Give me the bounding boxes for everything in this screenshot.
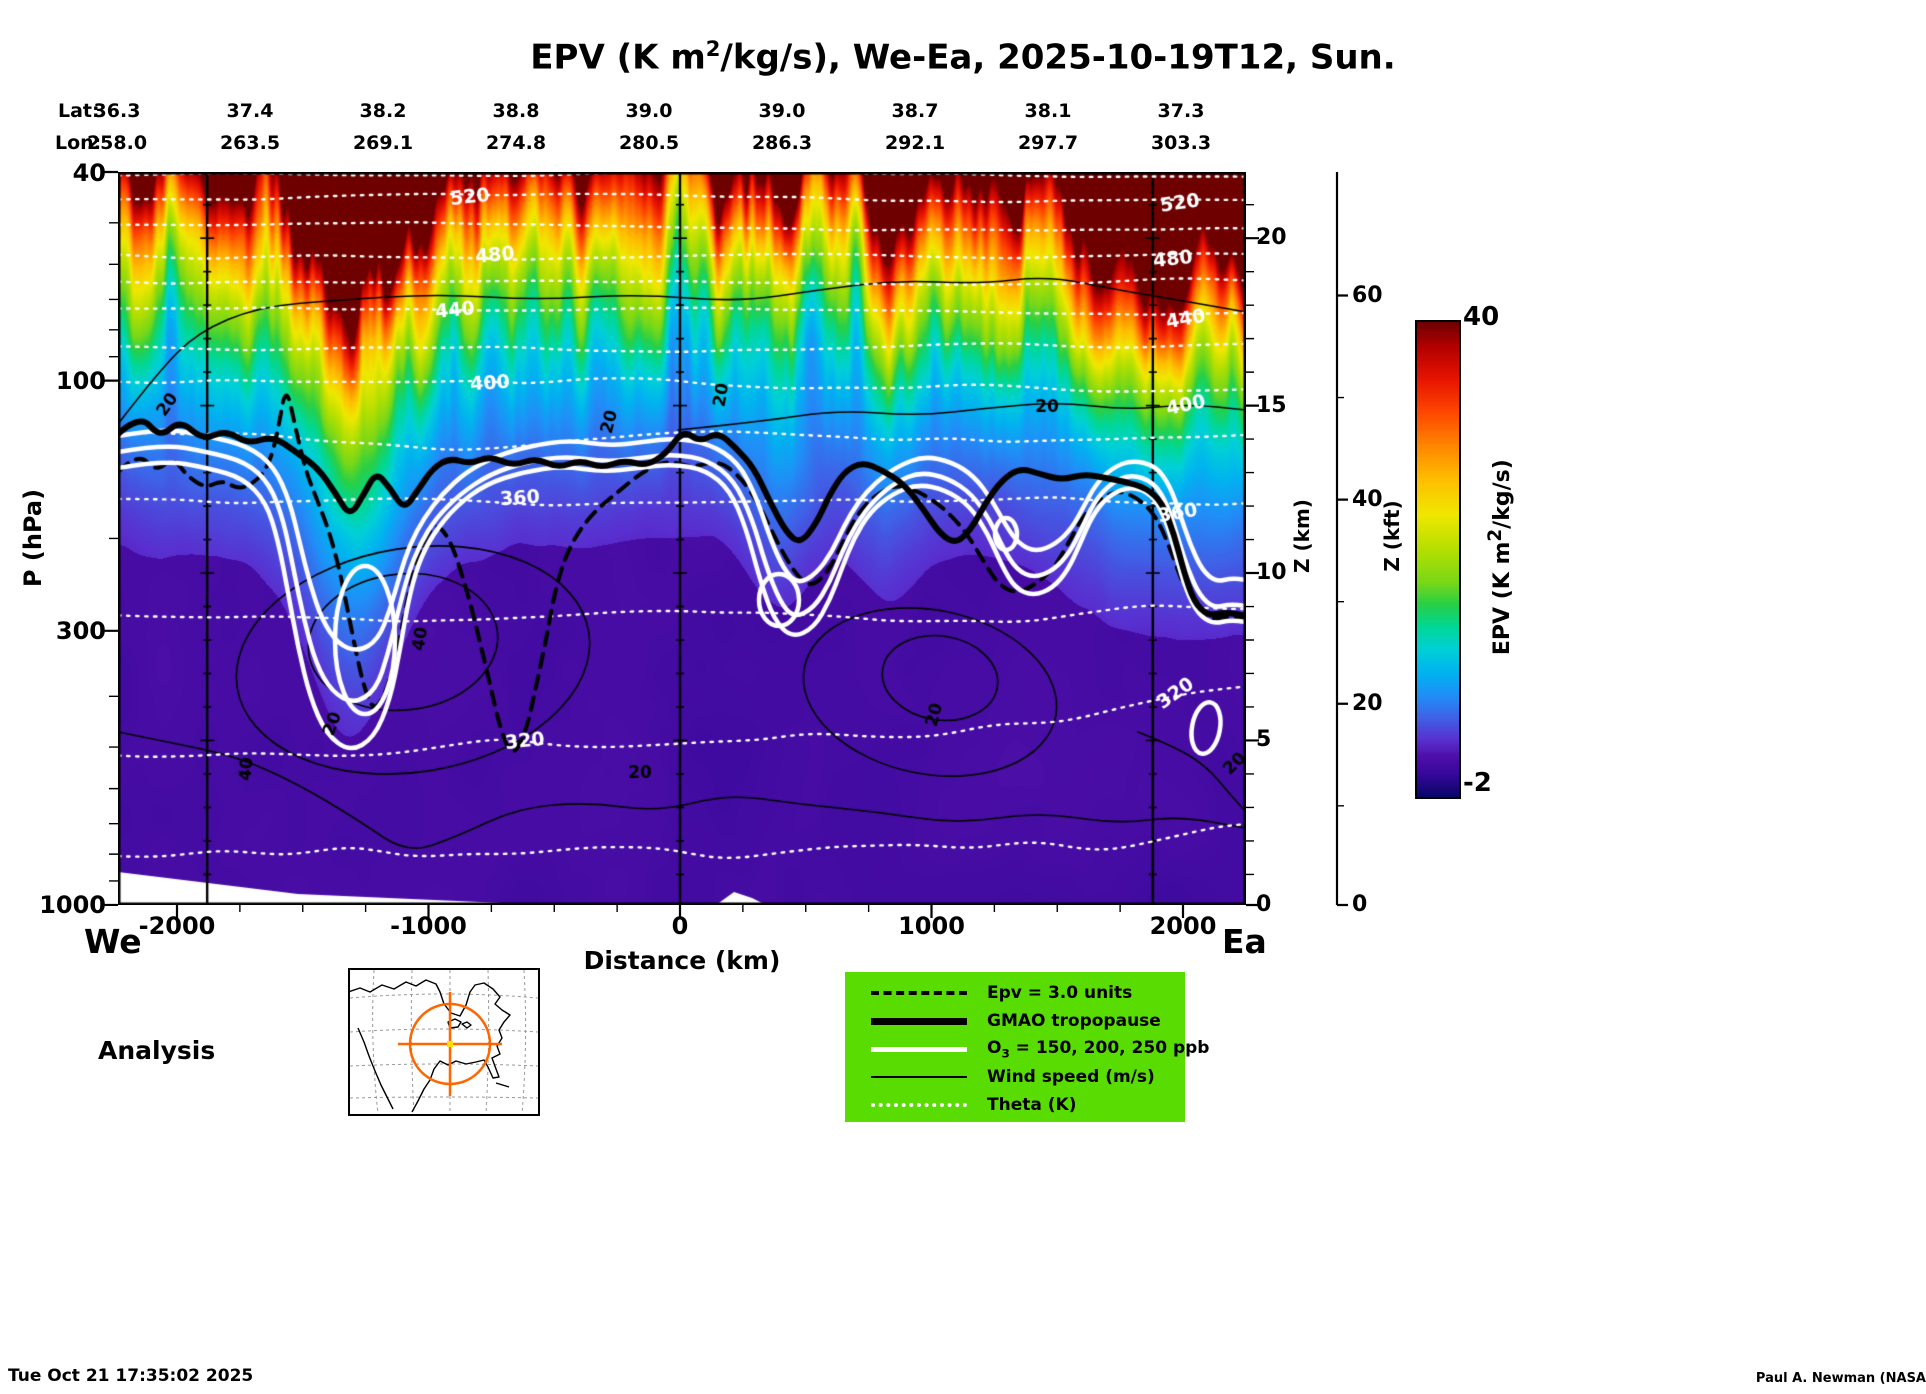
zkm-tick-label: 0 (1256, 892, 1272, 917)
lat-value: 37.3 (1157, 100, 1205, 122)
legend-item-label: Wind speed (m/s) (987, 1067, 1155, 1087)
legend-item-label: GMAO tropopause (987, 1011, 1161, 1031)
distance-tick-label: -1000 (390, 912, 467, 940)
legend-line-sample (871, 991, 967, 995)
colorbar-label-sup: 2 (1484, 528, 1506, 542)
zkm-tick-label: 15 (1256, 392, 1287, 418)
lat-row-label: Lat: (58, 100, 100, 122)
epv-field-canvas (118, 172, 1246, 905)
lat-value: 37.4 (226, 100, 274, 122)
legend-line-sample (871, 1103, 967, 1107)
legend-item: Wind speed (m/s) (845, 1063, 1185, 1091)
lon-value: 274.8 (485, 132, 547, 154)
legend-item: Epv = 3.0 units (845, 979, 1185, 1007)
lat-value: 36.3 (93, 100, 141, 122)
distance-tick-label: 1000 (898, 912, 965, 940)
lon-value: 280.5 (618, 132, 680, 154)
distance-tick-label: -2000 (138, 912, 216, 940)
lat-value: 39.0 (625, 100, 673, 122)
lon-value: 303.3 (1150, 132, 1212, 154)
lon-row-label: Lon: (55, 132, 102, 154)
chart-title-pre: EPV (K m (530, 37, 706, 78)
zkft-tick-label: 20 (1352, 690, 1383, 716)
map-coastline (347, 979, 511, 1113)
legend-item: O3 = 150, 200, 250 ppb (845, 1035, 1209, 1063)
legend-item-label: Epv = 3.0 units (987, 983, 1133, 1003)
zkft-tick-label: 0 (1352, 892, 1368, 917)
legend-item-label: Theta (K) (987, 1095, 1077, 1115)
zkm-axis-label: Z (km) (1290, 499, 1314, 573)
pressure-tick-label: 1000 (39, 890, 106, 919)
distance-axis-label: Distance (km) (583, 946, 781, 975)
pressure-axis-label: P (hPa) (19, 488, 47, 588)
west-end-label: We (84, 922, 142, 961)
zkm-tick-label: 20 (1256, 225, 1287, 251)
pressure-tick-label: 40 (72, 159, 106, 188)
chart-title-post: /kg/s), We-Ea, 2025-10-19T12, Sun. (720, 37, 1396, 78)
east-end-label: Ea (1222, 922, 1267, 961)
lat-row-values: 36.3 37.4 38.2 38.8 39.0 39.0 38.7 38.1 37.3 (0, 100, 1300, 124)
lon-value: 263.5 (219, 132, 281, 154)
lon-value: 297.7 (1017, 132, 1079, 154)
colorbar-label-pre: EPV (K m (1490, 541, 1516, 656)
lon-value: 286.3 (751, 132, 813, 154)
distance-tick-label: 0 (671, 912, 689, 940)
pressure-tick-label: 300 (55, 616, 106, 645)
map-graticule (349, 969, 539, 1115)
lat-value: 39.0 (758, 100, 806, 122)
zkm-tick-label: 5 (1256, 727, 1272, 753)
cross-section-center-dot (447, 1041, 453, 1047)
analysis-label: Analysis (98, 1036, 216, 1065)
lat-value: 38.7 (891, 100, 939, 122)
colorbar-axis-label: EPV (K m2/kg/s) (1485, 417, 1515, 697)
lon-value: 292.1 (884, 132, 946, 154)
inset-map-svg (347, 969, 539, 1115)
zkft-tick-label: 60 (1352, 282, 1383, 308)
chart-title-sup: 2 (705, 36, 721, 61)
lat-value: 38.8 (492, 100, 540, 122)
legend-label-post: = 150, 200, 250 ppb (1009, 1037, 1210, 1058)
legend-line-sample (871, 1017, 967, 1025)
legend: Epv = 3.0 units GMAO tropopause O3 = 150, … (845, 972, 1209, 1122)
legend-label-pre: O (987, 1037, 1002, 1058)
legend-item: GMAO tropopause (845, 1007, 1185, 1035)
legend-item: Theta (K) (845, 1091, 1185, 1119)
legend-line-sample (871, 1076, 967, 1078)
colorbar-min-label: -2 (1463, 768, 1492, 798)
inset-map (347, 968, 540, 1116)
credit: Paul A. Newman (NASA (1755, 1371, 1926, 1386)
legend-line-sample (871, 1046, 967, 1052)
chart-title: EPV (K m2/kg/s), We-Ea, 2025-10-19T12, S… (0, 36, 1926, 77)
lon-value: 269.1 (352, 132, 414, 154)
zkm-tick-label: 10 (1256, 560, 1287, 586)
colorbar (1415, 320, 1461, 799)
colorbar-max-label: 40 (1463, 302, 1500, 332)
legend-label-sub: 3 (1001, 1046, 1010, 1061)
lat-value: 38.2 (359, 100, 407, 122)
zkft-tick-label: 40 (1352, 486, 1383, 512)
lon-row-values: 258.0 263.5 269.1 274.8 280.5 286.3 292.1 297.7… (0, 132, 1300, 156)
timestamp: Tue Oct 21 17:35:02 2025 (8, 1366, 254, 1386)
zkft-axis-label: Z (kft) (1380, 500, 1404, 572)
distance-tick-label: 2000 (1149, 912, 1217, 940)
lon-value: 258.0 (86, 132, 148, 154)
legend-item-label: O3 = 150, 200, 250 ppb (987, 1038, 1209, 1060)
pressure-tick-label: 100 (55, 366, 106, 395)
lat-value: 38.1 (1024, 100, 1072, 122)
colorbar-label-post: /kg/s) (1490, 459, 1516, 529)
